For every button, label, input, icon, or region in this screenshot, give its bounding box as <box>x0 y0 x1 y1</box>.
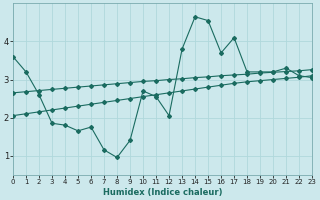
X-axis label: Humidex (Indice chaleur): Humidex (Indice chaleur) <box>103 188 222 197</box>
